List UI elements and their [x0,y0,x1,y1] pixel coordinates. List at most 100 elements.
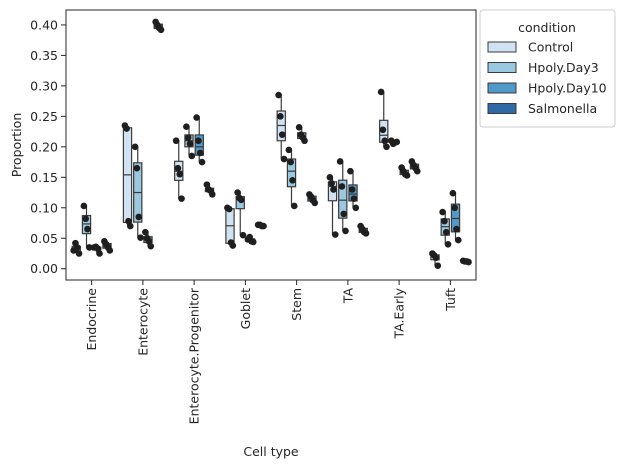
point-control-endocrine [73,244,81,251]
point-hpoly-day3-goblet [234,189,241,196]
point-hpoly-day3-ta [342,227,349,235]
point-hpoly-day10-ta [347,167,354,175]
point-hpoly-day3-tuft [442,228,450,236]
legend-label-control: Control [528,40,573,55]
point-hpoly-day3-stem [287,158,294,166]
y-tick-label: 0.05 [30,231,58,246]
point-control-tuft [434,262,442,269]
legend-swatch-salmonella [487,103,517,114]
point-hpoly-day10-ta [350,195,358,202]
point-hpoly-day3-endocrine [84,225,91,233]
y-tick-label: 0.25 [30,109,58,124]
legend-title: condition [518,20,576,35]
x-tick-label-enterocyte: Enterocyte [135,288,150,356]
point-hpoly-day3-ta [340,210,348,218]
point-control-enterocyte [123,125,130,132]
point-control-stem [277,113,284,120]
point-hpoly-day3-enterocyte [133,164,141,172]
point-hpoly-day3-enterocyte-progenitor [188,152,196,160]
point-hpoly-day3-ta [336,158,344,165]
point-salmonella-tuft [465,258,472,266]
legend-swatch-hpoly-day10 [487,82,517,94]
point-control-stem [280,155,288,163]
point-control-tuft [432,254,440,262]
y-tick-label: 0.30 [30,78,58,93]
y-tick-label: 0.10 [30,200,58,215]
point-control-enterocyte [126,222,134,230]
point-control-ta-early [379,126,387,134]
point-salmonella-enterocyte-progenitor [208,191,216,198]
point-control-ta-early [381,137,389,145]
point-salmonella-ta-early [413,167,421,175]
point-control-ta [331,231,339,238]
box-hpoly-day3-ta [338,179,348,219]
point-salmonella-enterocyte [157,26,165,34]
point-hpoly-day3-enterocyte [137,234,144,241]
legend-swatch-hpoly-day3 [487,62,517,73]
point-hpoly-day10-enterocyte-progenitor [196,149,204,157]
point-control-ta [326,174,334,181]
point-control-ta [330,186,337,193]
point-control-endocrine [75,250,83,257]
legend-label-hpoly-day3: Hpoly.Day3 [528,60,599,75]
point-hpoly-day10-ta [348,186,356,193]
point-hpoly-day3-ta-early [393,138,401,146]
point-control-enterocyte-progenitor [178,195,185,202]
point-hpoly-day3-endocrine [85,244,93,251]
point-salmonella-goblet [260,222,267,230]
point-control-ta-early [377,88,385,96]
x-tick-label-tuft: Tuft [443,288,458,312]
y-tick-label: 0.00 [30,261,58,276]
point-control-ta-early [383,143,390,151]
plot-frame [65,9,477,281]
point-hpoly-day3-stem [289,177,296,184]
point-hpoly-day3-tuft [439,208,446,216]
y-axis-label: Proportion [9,113,24,178]
x-tick-label-goblet: Goblet [238,288,253,329]
point-hpoly-day10-tuft [449,189,457,197]
x-tick-label-ta: TA [340,288,355,305]
box-hpoly-day3-endocrine [81,214,92,235]
point-hpoly-day10-endocrine [96,250,103,257]
point-control-enterocyte-progenitor [174,164,182,172]
point-hpoly-day3-goblet [239,231,247,239]
point-hpoly-day3-endocrine [80,202,88,210]
point-hpoly-day3-enterocyte-progenitor [183,123,190,131]
point-control-goblet [225,205,233,213]
point-hpoly-day10-ta [352,204,360,212]
legend-label-salmonella: Salmonella [528,101,597,116]
point-hpoly-day10-enterocyte-progenitor [195,137,202,145]
point-hpoly-day10-ta-early [403,172,411,179]
y-tick-label: 0.20 [30,139,58,154]
point-hpoly-day10-tuft [453,225,460,233]
point-hpoly-day10-tuft [454,236,462,244]
y-tick-label: 0.35 [30,48,58,63]
x-axis-label: Cell type [243,444,299,459]
point-salmonella-ta [362,230,370,237]
point-control-enterocyte-progenitor [172,137,180,145]
point-hpoly-day10-goblet [249,238,257,246]
legend: condition Control Hpoly.Day3 Hpoly.Day10 Sa… [479,9,616,128]
point-salmonella-stem [311,199,319,207]
point-hpoly-day10-stem [295,124,303,131]
point-hpoly-day3-enterocyte [131,143,139,151]
point-hpoly-day3-tuft [444,241,452,248]
point-hpoly-day10-enterocyte-progenitor [198,158,206,166]
point-hpoly-day3-goblet [237,196,245,204]
y-tick-label: 0.40 [30,17,58,32]
x-tick-label-endocrine: Endocrine [84,288,99,351]
point-salmonella-endocrine [106,247,114,254]
x-tick-label-stem: Stem [289,288,304,321]
point-hpoly-day10-enterocyte [147,242,155,250]
point-control-stem [275,91,282,99]
point-control-goblet [229,242,237,249]
point-hpoly-day10-tuft [451,204,458,212]
legend-frame [479,9,616,128]
point-control-enterocyte-progenitor [176,170,184,178]
legend-label-hpoly-day10: Hpoly.Day10 [528,81,607,96]
x-tick-label-ta-early: TA.Early [392,287,407,339]
point-hpoly-day3-enterocyte-progenitor [184,134,192,141]
point-hpoly-day3-enterocyte [135,213,143,221]
point-control-ta [328,180,335,187]
